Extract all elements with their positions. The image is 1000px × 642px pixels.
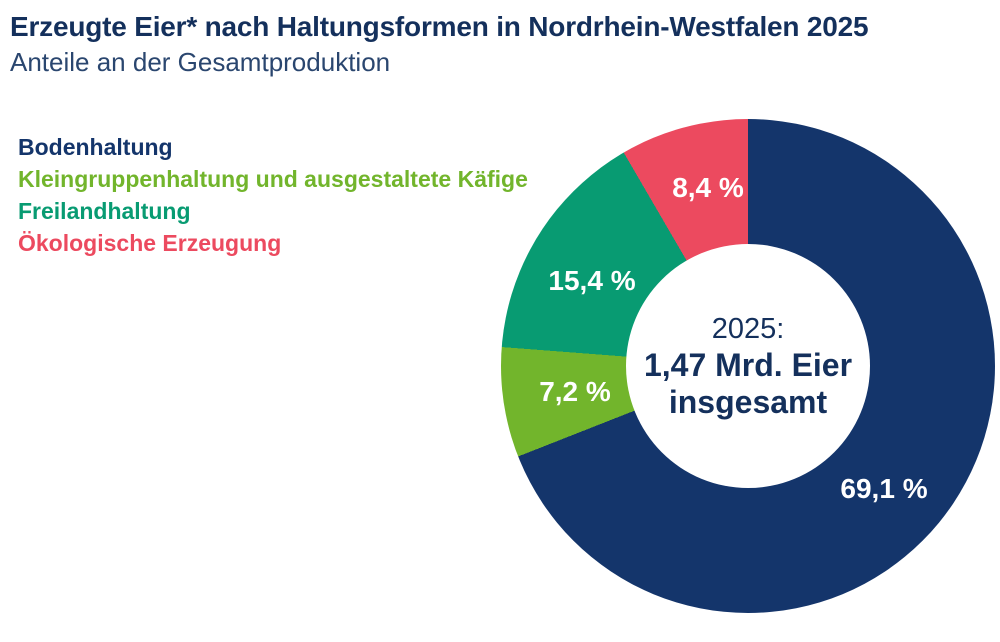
chart-legend: Bodenhaltung Kleingruppenhaltung und aus… (18, 131, 528, 259)
chart-header: Erzeugte Eier* nach Haltungsformen in No… (10, 10, 869, 77)
chart-title: Erzeugte Eier* nach Haltungsformen in No… (10, 11, 869, 42)
legend-item-freilandhaltung: Freilandhaltung (18, 198, 191, 224)
legend-item-kleingruppenhaltung: Kleingruppenhaltung und ausgestaltete Kä… (18, 166, 528, 192)
center-total: 1,47 Mrd. Eier (643, 347, 853, 383)
legend-item-oekologische-erzeugung: Ökologische Erzeugung (18, 230, 282, 256)
donut-center-text: 2025: 1,47 Mrd. Eier insgesamt (596, 244, 900, 488)
legend-item-bodenhaltung: Bodenhaltung (18, 134, 173, 160)
center-year: 2025: (711, 313, 785, 345)
donut-hole (626, 244, 870, 488)
slice-label-bodenhaltung: 69,1 % (840, 473, 928, 504)
chart-subtitle: Anteile an der Gesamtproduktion (10, 47, 391, 77)
center-total-suffix: insgesamt (668, 384, 828, 420)
slice-label-freilandhaltung: 15,4 % (548, 265, 636, 296)
slice-label-oekologische-erzeugung: 8,4 % (672, 172, 744, 203)
slice-label-kleingruppenhaltung: 7,2 % (539, 376, 611, 407)
